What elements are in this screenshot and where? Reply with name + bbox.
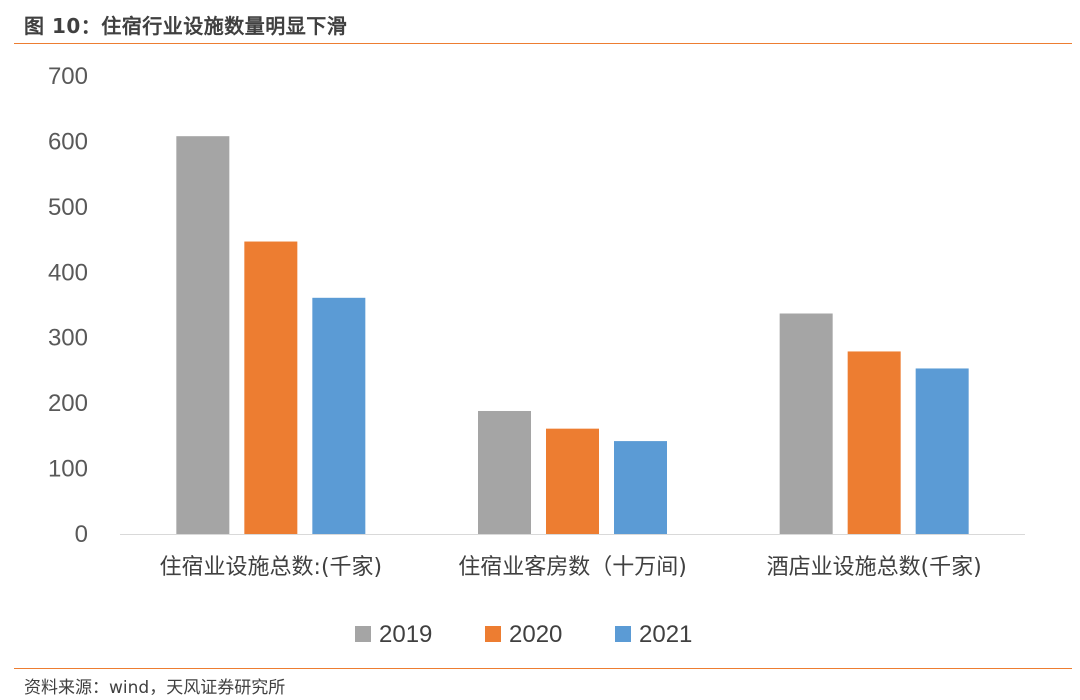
bars bbox=[176, 136, 969, 535]
legend-swatch-2020 bbox=[485, 626, 501, 642]
y-tick-label: 300 bbox=[48, 325, 88, 352]
bar-2021 bbox=[312, 297, 366, 534]
legend-label: 2021 bbox=[639, 621, 692, 648]
y-tick-label: 400 bbox=[48, 259, 88, 286]
y-tick-label: 200 bbox=[48, 390, 88, 417]
bar-2021 bbox=[915, 368, 969, 534]
bar-2020 bbox=[847, 351, 901, 534]
category-label: 住宿业设施总数:(千家) bbox=[160, 555, 383, 580]
legend-label: 2020 bbox=[509, 621, 562, 648]
legend-swatch-2021 bbox=[615, 626, 631, 642]
figure-title: 图 10：住宿行业设施数量明显下滑 bbox=[24, 14, 348, 38]
bar-2019 bbox=[779, 313, 833, 534]
bottom-divider bbox=[14, 668, 1072, 669]
category-label: 住宿业客房数（十万间) bbox=[458, 555, 687, 580]
y-tick-label: 700 bbox=[48, 63, 88, 90]
y-axis-ticks: 0 100 200 300 400 500 600 700 bbox=[48, 63, 88, 548]
y-tick-label: 0 bbox=[75, 521, 88, 548]
legend: 2019 2020 2021 bbox=[355, 621, 692, 648]
bar-2019 bbox=[176, 136, 230, 535]
category-label: 酒店业设施总数(千家) bbox=[767, 555, 982, 580]
legend-label: 2019 bbox=[379, 621, 432, 648]
bar-2020 bbox=[244, 241, 298, 534]
y-tick-label: 500 bbox=[48, 194, 88, 221]
source-note: 资料来源：wind，天风证券研究所 bbox=[24, 678, 286, 698]
top-divider bbox=[14, 43, 1072, 44]
y-tick-label: 600 bbox=[48, 128, 88, 155]
bar-2020 bbox=[546, 428, 599, 534]
legend-swatch-2019 bbox=[355, 626, 371, 642]
category-labels: 住宿业设施总数:(千家) 住宿业客房数（十万间) 酒店业设施总数(千家) bbox=[160, 555, 982, 580]
y-tick-label: 100 bbox=[48, 456, 88, 483]
bar-2021 bbox=[614, 441, 667, 534]
bar-2019 bbox=[478, 410, 531, 534]
